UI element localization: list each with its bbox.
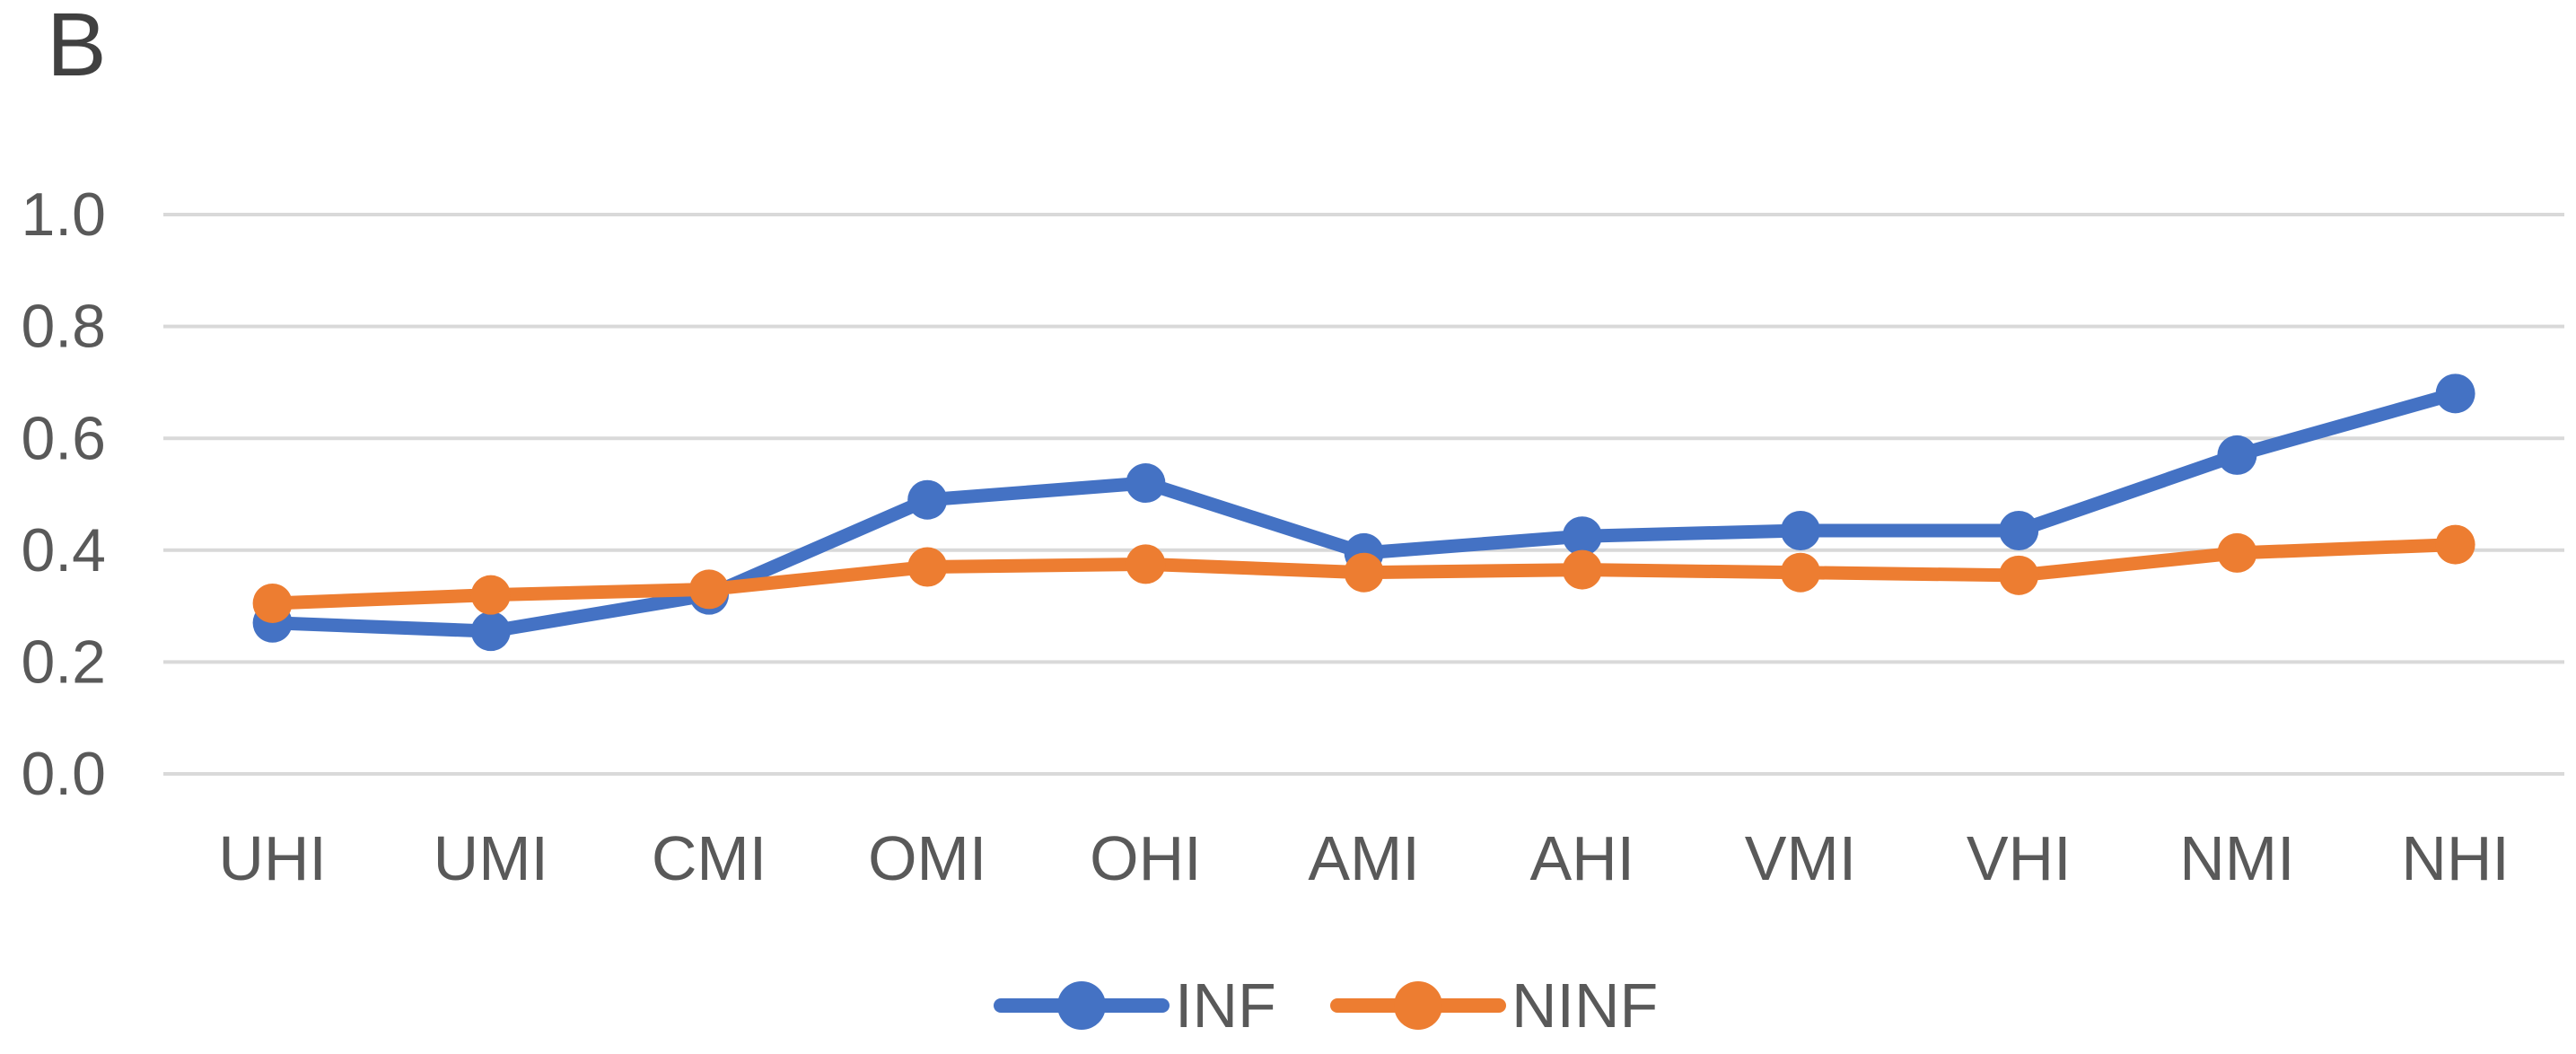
x-tick-label: NHI <box>2401 823 2510 893</box>
ninf-point-ohi <box>1126 544 1166 584</box>
y-tick-label: 1.0 <box>21 180 106 249</box>
ninf-point-nmi <box>2217 532 2257 573</box>
inf-point-omi <box>907 479 948 520</box>
inf-point-vhi <box>1999 510 2039 550</box>
y-tick-label: 0.4 <box>21 516 106 584</box>
x-tick-label: UHI <box>218 823 327 893</box>
x-tick-label: AMI <box>1308 823 1419 893</box>
ninf-point-vhi <box>1999 555 2039 595</box>
x-tick-label: CMI <box>652 823 767 893</box>
legend-label-ninf: NINF <box>1511 971 1658 1041</box>
inf-point-ohi <box>1126 463 1166 504</box>
x-tick-label: UMI <box>434 823 548 893</box>
legend-label-inf: INF <box>1175 971 1276 1041</box>
legend-marker-dot-ninf <box>1394 981 1442 1030</box>
ninf-point-ahi <box>1562 549 1602 590</box>
y-tick-label: 0.0 <box>21 740 106 808</box>
ninf-point-umi <box>470 575 511 615</box>
ninf-point-ami <box>1344 552 1384 593</box>
legend-marker-dot-inf <box>1057 981 1106 1030</box>
x-tick-label: AHI <box>1529 823 1634 893</box>
inf-point-nmi <box>2217 435 2257 475</box>
inf-point-ahi <box>1562 516 1602 557</box>
ninf-point-nhi <box>2435 524 2475 565</box>
ninf-point-vmi <box>1781 552 1820 593</box>
chart-title: B <box>47 0 107 95</box>
y-tick-label: 0.2 <box>21 628 106 697</box>
y-tick-label: 0.8 <box>21 293 106 361</box>
x-tick-label: OHI <box>1090 823 1201 893</box>
x-tick-label: OMI <box>868 823 986 893</box>
inf-point-vmi <box>1781 510 1820 550</box>
x-tick-label: NMI <box>2179 823 2294 893</box>
inf-point-nhi <box>2435 373 2475 414</box>
ninf-point-uhi <box>252 583 293 623</box>
x-tick-label: VHI <box>1967 823 2072 893</box>
ninf-point-omi <box>907 547 948 587</box>
y-tick-label: 0.6 <box>21 404 106 472</box>
x-tick-label: VMI <box>1745 823 1856 893</box>
inf-point-umi <box>470 611 511 652</box>
ninf-point-cmi <box>689 569 729 610</box>
